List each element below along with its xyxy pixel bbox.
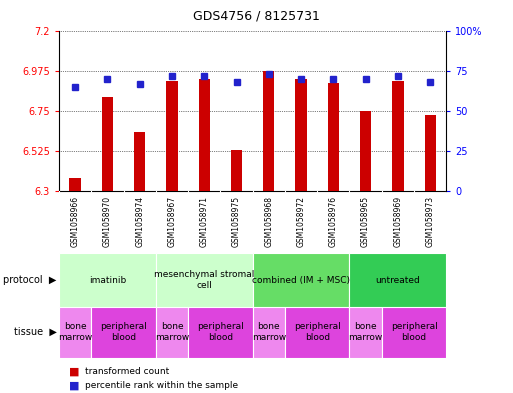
Bar [199,79,210,191]
Bar [328,83,339,191]
Text: GSM1058969: GSM1058969 [393,196,402,247]
Bar [392,81,404,191]
Text: transformed count: transformed count [85,367,169,376]
Text: combined (IM + MSC): combined (IM + MSC) [252,275,350,285]
Text: GSM1058974: GSM1058974 [135,196,144,247]
Bar [134,132,145,191]
Text: peripheral
blood: peripheral blood [391,322,438,342]
Text: GSM1058967: GSM1058967 [167,196,176,247]
Bar [59,253,156,307]
Bar [349,253,446,307]
Bar [69,178,81,191]
Text: GSM1058970: GSM1058970 [103,196,112,247]
Text: tissue  ▶: tissue ▶ [13,327,56,337]
Bar [188,307,252,358]
Text: peripheral
blood: peripheral blood [197,322,244,342]
Text: GSM1058966: GSM1058966 [71,196,80,247]
Bar [425,114,436,191]
Text: bone
marrow: bone marrow [348,322,383,342]
Bar [252,253,349,307]
Text: ■: ■ [69,366,80,376]
Bar [156,253,252,307]
Text: imatinib: imatinib [89,275,126,285]
Bar [263,71,274,191]
Bar [91,307,156,358]
Text: peripheral
blood: peripheral blood [294,322,341,342]
Bar [166,81,177,191]
Bar [59,307,91,358]
Bar [252,307,285,358]
Bar [349,307,382,358]
Bar [102,97,113,191]
Text: bone
marrow: bone marrow [155,322,189,342]
Text: percentile rank within the sample: percentile rank within the sample [85,382,238,390]
Bar [285,307,349,358]
Text: bone
marrow: bone marrow [58,322,92,342]
Bar [156,307,188,358]
Bar [360,111,371,191]
Text: peripheral
blood: peripheral blood [100,322,147,342]
Text: mesenchymal stromal
cell: mesenchymal stromal cell [154,270,254,290]
Text: GDS4756 / 8125731: GDS4756 / 8125731 [193,10,320,23]
Bar [382,307,446,358]
Text: GSM1058975: GSM1058975 [232,196,241,247]
Text: GSM1058976: GSM1058976 [329,196,338,247]
Text: GSM1058973: GSM1058973 [426,196,435,247]
Text: bone
marrow: bone marrow [252,322,286,342]
Text: ■: ■ [69,381,80,391]
Text: untreated: untreated [376,275,420,285]
Text: protocol  ▶: protocol ▶ [3,275,56,285]
Text: GSM1058965: GSM1058965 [361,196,370,247]
Text: GSM1058972: GSM1058972 [297,196,306,247]
Text: GSM1058971: GSM1058971 [200,196,209,247]
Bar [231,150,242,191]
Bar [295,79,307,191]
Text: GSM1058968: GSM1058968 [264,196,273,247]
